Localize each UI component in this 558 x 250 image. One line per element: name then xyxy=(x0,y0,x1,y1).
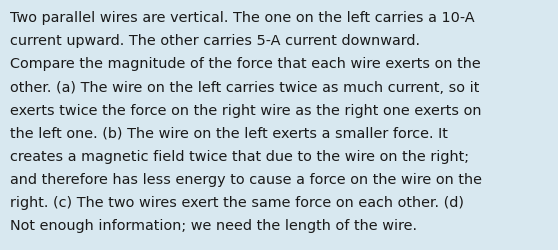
Text: the left one. (b) The wire on the left exerts a smaller force. It: the left one. (b) The wire on the left e… xyxy=(10,126,448,140)
Text: and therefore has less energy to cause a force on the wire on the: and therefore has less energy to cause a… xyxy=(10,172,482,186)
Text: creates a magnetic field twice that due to the wire on the right;: creates a magnetic field twice that due … xyxy=(10,149,469,163)
Text: Two parallel wires are vertical. The one on the left carries a 10-A: Two parallel wires are vertical. The one… xyxy=(10,11,475,25)
Text: Not enough information; we need the length of the wire.: Not enough information; we need the leng… xyxy=(10,218,417,232)
Text: exerts twice the force on the right wire as the right one exerts on: exerts twice the force on the right wire… xyxy=(10,103,482,117)
Text: other. (a) The wire on the left carries twice as much current, so it: other. (a) The wire on the left carries … xyxy=(10,80,479,94)
Text: current upward. The other carries 5-A current downward.: current upward. The other carries 5-A cu… xyxy=(10,34,420,48)
Text: right. (c) The two wires exert the same force on each other. (d): right. (c) The two wires exert the same … xyxy=(10,195,464,209)
Text: Compare the magnitude of the force that each wire exerts on the: Compare the magnitude of the force that … xyxy=(10,57,481,71)
